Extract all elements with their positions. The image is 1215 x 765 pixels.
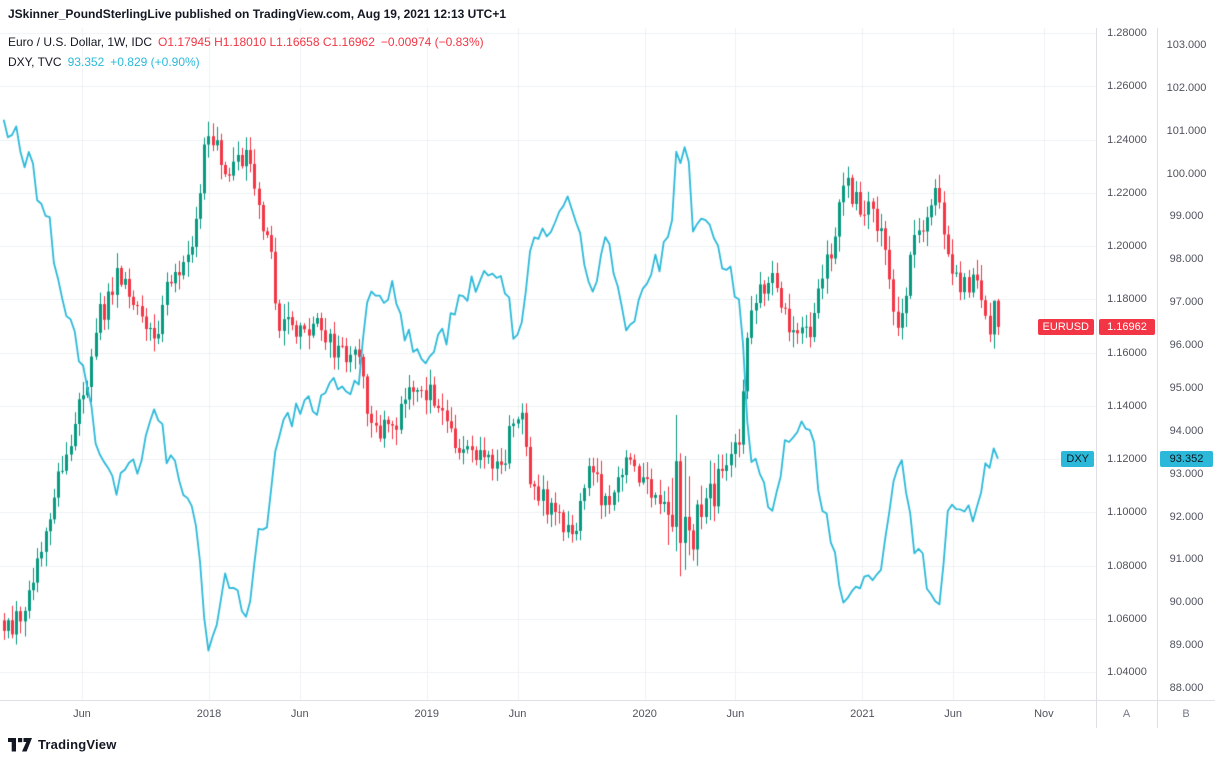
eur-axis-tick: 1.20000 bbox=[1107, 240, 1147, 252]
eur-axis-tick: 1.18000 bbox=[1107, 293, 1147, 306]
change-value: −0.00974 (−0.83%) bbox=[380, 35, 484, 49]
price-axis-eurusd[interactable]: 1.16962 1.28000 1.26000 1.24000 1.22000 1.20… bbox=[1096, 27, 1157, 700]
time-axis-tick: 2020 bbox=[632, 708, 657, 720]
price-axis-dxy[interactable]: 93.352 103.000 102.000 101.000 100.000 99.00… bbox=[1157, 28, 1215, 700]
axis-separator bbox=[1096, 700, 1097, 728]
dxy-axis-tick: 88.000 bbox=[1169, 682, 1204, 694]
eur-axis-tick: 1.26000 bbox=[1107, 80, 1147, 93]
publisher-note: JSkinner_PoundSterlingLive published on … bbox=[8, 7, 507, 21]
eur-axis-tick: 1.16000 bbox=[1107, 346, 1147, 359]
dxy-axis-tick: 90.000 bbox=[1169, 596, 1204, 609]
dxy-axis-tick: 102.000 bbox=[1166, 81, 1207, 94]
eur-axis-tick: 1.10000 bbox=[1107, 506, 1147, 519]
scale-a-button[interactable]: A bbox=[1122, 708, 1131, 720]
dxy-axis-tick: 100.000 bbox=[1166, 167, 1207, 180]
time-axis-tick: 2021 bbox=[850, 708, 875, 720]
legend-main-row: Euro / U.S. Dollar, 1W, IDC O1.17945 H1.… bbox=[8, 32, 490, 52]
eur-axis-tick: 1.28000 bbox=[1107, 27, 1147, 39]
legend-overlay-row: DXY, TVC 93.352 +0.829 (+0.90%) bbox=[8, 52, 490, 72]
dxy-axis-tick: 99.000 bbox=[1169, 210, 1204, 223]
chart-pane[interactable]: Euro / U.S. Dollar, 1W, IDC O1.17945 H1.… bbox=[0, 28, 1096, 700]
dxy-axis-tick: 94.000 bbox=[1169, 424, 1204, 437]
dxy-axis-tick: 101.000 bbox=[1166, 124, 1207, 137]
time-axis[interactable]: A B Jun 2018 Jun 2019 Jun 2020 Jun 2021 Jun Nov bbox=[0, 700, 1215, 728]
time-axis-tick: Jun bbox=[508, 708, 527, 720]
eur-axis-tick: 1.12000 bbox=[1107, 453, 1147, 465]
overlay-title[interactable]: DXY, TVC bbox=[8, 55, 62, 69]
dxy-axis-tick: 92.000 bbox=[1169, 510, 1204, 523]
overlay-change: +0.829 (+0.90%) bbox=[110, 55, 200, 69]
dxy-axis-tick: 91.000 bbox=[1169, 553, 1204, 566]
dxy-axis-tick: 97.000 bbox=[1169, 296, 1204, 309]
time-axis-tick: Jun bbox=[944, 708, 963, 720]
scale-b-button[interactable]: B bbox=[1182, 708, 1190, 720]
time-axis-tick: Jun bbox=[726, 708, 745, 720]
time-axis-tick: 2018 bbox=[196, 708, 222, 720]
time-axis-tick: Jun bbox=[73, 708, 91, 720]
eur-axis-tick: 1.14000 bbox=[1107, 399, 1147, 412]
eur-axis-tick: 1.04000 bbox=[1107, 666, 1147, 678]
overlay-value: 93.352 bbox=[67, 55, 105, 69]
eur-axis-tick: 1.24000 bbox=[1107, 133, 1147, 146]
dxy-series-tag: DXY bbox=[1061, 450, 1094, 467]
dxy-axis-tick: 103.000 bbox=[1166, 39, 1207, 51]
eurusd-series-tag: EURUSD bbox=[1037, 318, 1094, 335]
axis-separator bbox=[1157, 700, 1158, 728]
tradingview-logo[interactable]: TradingView bbox=[8, 737, 117, 752]
dxy-price-label: 93.352 bbox=[1160, 450, 1213, 467]
symbol-title[interactable]: Euro / U.S. Dollar, 1W, IDC bbox=[8, 35, 153, 49]
dxy-axis-tick: 95.000 bbox=[1169, 381, 1204, 394]
dxy-axis-tick: 98.000 bbox=[1169, 253, 1204, 266]
eur-axis-tick: 1.06000 bbox=[1107, 612, 1147, 625]
eur-axis-tick: 1.22000 bbox=[1107, 186, 1147, 199]
time-axis-tick: 2019 bbox=[414, 708, 440, 720]
dxy-axis-tick: 89.000 bbox=[1169, 639, 1204, 652]
eur-axis-tick: 1.08000 bbox=[1107, 559, 1147, 572]
time-axis-tick: Nov bbox=[1034, 708, 1054, 720]
ohlc-values: O1.17945 H1.18010 L1.16658 C1.16962 bbox=[158, 35, 375, 49]
time-axis-tick: Jun bbox=[290, 708, 309, 720]
dxy-axis-tick: 93.000 bbox=[1169, 467, 1204, 480]
chart-legend: Euro / U.S. Dollar, 1W, IDC O1.17945 H1.… bbox=[8, 32, 490, 72]
tradingview-logo-text: TradingView bbox=[38, 737, 117, 752]
eurusd-price-label: 1.16962 bbox=[1099, 318, 1155, 335]
dxy-axis-tick: 96.000 bbox=[1169, 339, 1204, 352]
price-chart-canvas[interactable] bbox=[0, 28, 1096, 700]
footer: TradingView bbox=[0, 728, 1215, 765]
tradingview-logo-icon bbox=[8, 737, 32, 751]
